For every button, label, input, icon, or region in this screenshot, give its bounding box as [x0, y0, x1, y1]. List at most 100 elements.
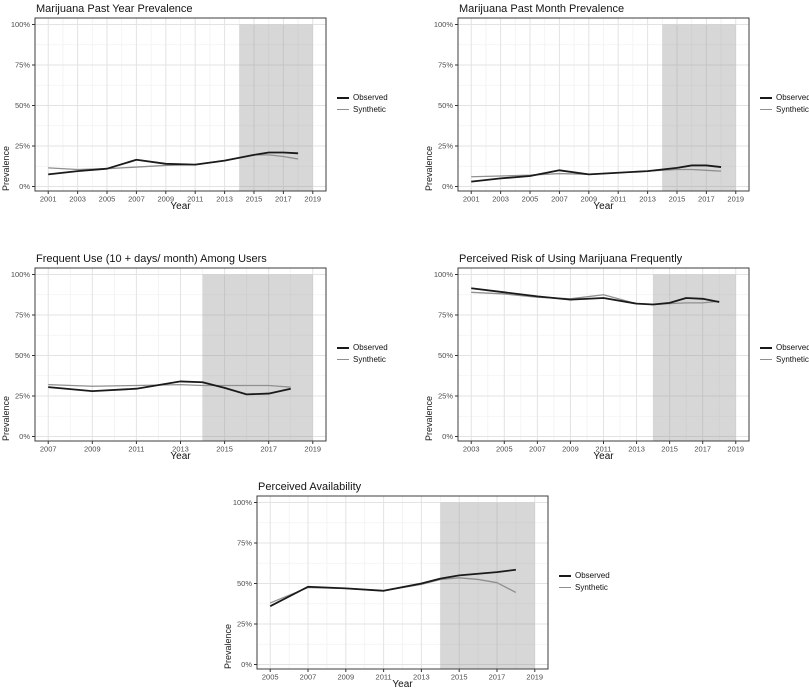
legend-item-synthetic: Synthetic	[760, 105, 809, 114]
legend-item-observed: Observed	[337, 343, 388, 352]
svg-text:2015: 2015	[216, 445, 233, 454]
synthetic-line-icon	[337, 109, 349, 110]
legend-label-observed: Observed	[353, 343, 388, 352]
svg-text:0%: 0%	[442, 182, 453, 191]
svg-text:100%: 100%	[11, 270, 31, 279]
svg-text:75%: 75%	[438, 61, 453, 70]
svg-text:2011: 2011	[128, 445, 144, 454]
plot-panel: 0% 25% 50% 75% 100% 2003 2005 2007 2009 2011 2013 2…	[434, 267, 750, 454]
svg-text:2011: 2011	[187, 195, 203, 204]
legend: Observed Synthetic	[760, 343, 809, 364]
svg-text:2005: 2005	[522, 195, 539, 204]
svg-text:0%: 0%	[241, 660, 252, 669]
legend-item-observed: Observed	[337, 93, 388, 102]
svg-text:2015: 2015	[246, 195, 263, 204]
chart-frequent-use-among-users: Frequent Use (10 + days/ month) Among Us…	[0, 250, 390, 469]
chart-marijuana-past-year: Marijuana Past Year Prevalence Prevalenc…	[0, 0, 390, 219]
legend-label-observed: Observed	[776, 343, 809, 352]
svg-text:2015: 2015	[661, 445, 678, 454]
legend-item-observed: Observed	[760, 93, 809, 102]
svg-text:100%: 100%	[434, 270, 454, 279]
svg-text:2011: 2011	[610, 195, 626, 204]
svg-text:2003: 2003	[463, 445, 480, 454]
synthetic-line-icon	[337, 359, 349, 360]
svg-text:100%: 100%	[233, 498, 253, 507]
svg-text:2009: 2009	[337, 673, 354, 682]
plot-panel: 0% 25% 50% 75% 100% 2007 2009 2011 2013 2015 2017 2…	[11, 267, 327, 454]
x-axis-label: Year	[170, 451, 191, 462]
svg-text:2013: 2013	[628, 445, 645, 454]
chart-marijuana-past-month: Marijuana Past Month Prevalence Prevalen…	[423, 0, 809, 219]
legend-label-observed: Observed	[575, 571, 610, 580]
legend-label-synthetic: Synthetic	[776, 105, 809, 114]
observed-line-icon	[337, 346, 349, 349]
svg-text:75%: 75%	[15, 61, 30, 70]
svg-text:2005: 2005	[99, 195, 116, 204]
svg-text:2017: 2017	[698, 195, 715, 204]
svg-text:2019: 2019	[727, 195, 744, 204]
svg-text:50%: 50%	[15, 351, 30, 360]
svg-text:25%: 25%	[438, 142, 453, 151]
legend: Observed Synthetic	[559, 571, 610, 592]
svg-text:2015: 2015	[669, 195, 686, 204]
svg-text:50%: 50%	[237, 579, 252, 588]
svg-text:2001: 2001	[40, 195, 57, 204]
svg-text:2011: 2011	[376, 673, 392, 682]
svg-text:25%: 25%	[15, 142, 30, 151]
legend-label-synthetic: Synthetic	[353, 105, 386, 114]
observed-line-icon	[760, 96, 772, 99]
svg-text:100%: 100%	[434, 20, 454, 29]
svg-text:25%: 25%	[15, 392, 30, 401]
svg-text:2017: 2017	[260, 445, 277, 454]
synthetic-line-icon	[559, 587, 571, 588]
legend-item-observed: Observed	[760, 343, 809, 352]
svg-text:2009: 2009	[84, 445, 101, 454]
legend-label-synthetic: Synthetic	[353, 355, 386, 364]
svg-text:25%: 25%	[237, 620, 252, 629]
svg-text:2017: 2017	[489, 673, 506, 682]
legend-item-synthetic: Synthetic	[559, 583, 610, 592]
svg-text:2009: 2009	[562, 445, 579, 454]
observed-line-icon	[337, 96, 349, 99]
legend-item-synthetic: Synthetic	[760, 355, 809, 364]
svg-text:2005: 2005	[496, 445, 513, 454]
svg-text:50%: 50%	[438, 351, 453, 360]
svg-text:2007: 2007	[300, 673, 317, 682]
svg-text:50%: 50%	[438, 101, 453, 110]
svg-text:2007: 2007	[128, 195, 145, 204]
plot-panel: 0% 25% 50% 75% 100% 2005 2007 2009 2011 2013 2015 2…	[233, 495, 549, 682]
svg-text:75%: 75%	[237, 539, 252, 548]
chart-title: Marijuana Past Month Prevalence	[459, 3, 625, 15]
svg-text:0%: 0%	[442, 432, 453, 441]
svg-text:100%: 100%	[11, 20, 31, 29]
svg-text:2007: 2007	[40, 445, 57, 454]
svg-text:2013: 2013	[172, 445, 189, 454]
svg-text:2003: 2003	[492, 195, 509, 204]
svg-text:2001: 2001	[463, 195, 480, 204]
synthetic-line-icon	[760, 109, 772, 110]
svg-text:0%: 0%	[19, 432, 30, 441]
observed-line-icon	[559, 574, 571, 577]
x-axis-label: Year	[593, 451, 614, 462]
legend-label-synthetic: Synthetic	[776, 355, 809, 364]
svg-text:2003: 2003	[69, 195, 86, 204]
svg-text:2019: 2019	[727, 445, 744, 454]
svg-text:2019: 2019	[304, 445, 321, 454]
svg-text:2013: 2013	[216, 195, 233, 204]
chart-title: Perceived Availability	[258, 481, 362, 493]
svg-text:2015: 2015	[451, 673, 468, 682]
chart-title: Perceived Risk of Using Marijuana Freque…	[459, 253, 683, 265]
svg-text:2009: 2009	[157, 195, 174, 204]
legend: Observed Synthetic	[337, 93, 388, 114]
legend: Observed Synthetic	[337, 343, 388, 364]
x-axis-label: Year	[170, 201, 191, 212]
observed-line-icon	[760, 346, 772, 349]
svg-text:75%: 75%	[15, 311, 30, 320]
svg-text:75%: 75%	[438, 311, 453, 320]
legend-label-synthetic: Synthetic	[575, 583, 608, 592]
plot-panel: 0% 25% 50% 75% 100% 2001 2003 2005 2007 2009 2011 2…	[434, 17, 750, 204]
svg-text:2017: 2017	[275, 195, 292, 204]
svg-text:25%: 25%	[438, 392, 453, 401]
chart-title: Marijuana Past Year Prevalence	[36, 3, 193, 15]
